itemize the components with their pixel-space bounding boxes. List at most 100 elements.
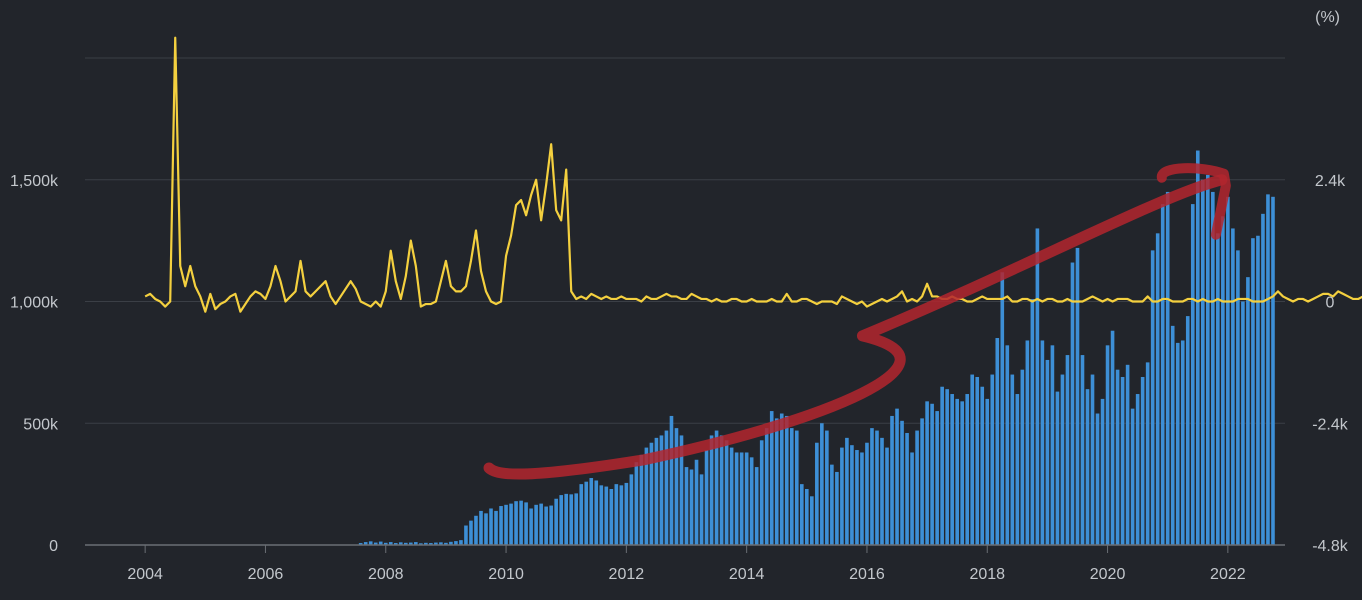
bar [1130,408,1135,545]
left-tick-label: 1,500k [10,173,59,190]
bar [368,541,373,545]
bar [820,423,824,545]
bar [985,398,990,545]
bar [599,485,604,545]
bar [464,525,468,545]
bar [940,386,944,545]
bar [439,542,443,545]
bar [1251,238,1255,545]
bar [960,401,964,545]
bar [799,484,804,546]
bar [1140,376,1145,545]
bar [534,504,538,545]
bar [920,418,924,545]
x-tick-label: 2014 [729,566,765,583]
bar [1090,374,1095,545]
bar [875,430,879,545]
bar [424,542,428,545]
x-tick-label: 2022 [1210,566,1246,583]
bar [1195,150,1200,545]
bar [895,408,899,545]
bar [1200,179,1205,545]
bar [594,480,599,545]
bar [409,542,413,545]
bar [1125,364,1130,545]
bar [398,542,403,545]
bar [905,432,909,545]
x-tick-label: 2020 [1090,566,1126,583]
bar [514,501,518,545]
bar [689,469,694,545]
bar [1185,316,1190,545]
bar [674,428,679,545]
bar [774,418,779,545]
bar [624,482,629,545]
trend-arrow-shaft [483,174,1228,480]
x-axis-labels: 2004 2006 2008 2010 2012 2014 2016 2018 2020 2022 [127,545,1246,583]
bar [419,543,423,545]
bar [1170,325,1175,545]
bar [880,437,884,545]
bar [474,515,478,545]
bar [704,450,709,545]
bar [524,502,528,545]
bar [789,428,794,545]
right-tick-label: -2.4k [1312,416,1349,433]
bar [404,542,408,545]
bar [719,435,724,545]
bar [764,428,769,545]
bar [840,447,844,545]
bar [810,496,814,545]
bar [835,471,839,545]
right-axis-labels: -4.8k -2.4k 0 2.4k [1312,173,1349,555]
bar [855,450,859,545]
x-tick-label: 2010 [488,566,524,583]
bar [975,376,980,545]
bar [1165,191,1170,545]
bar [739,452,744,545]
bar [1080,355,1085,545]
bar [684,467,689,545]
bar [1100,398,1105,545]
bar [1216,233,1220,545]
bar [609,489,614,545]
bar [900,420,904,545]
bar [1246,277,1250,545]
bar [388,542,393,545]
bar-series [358,150,1275,546]
bar [484,513,488,545]
bar [990,374,995,545]
bar [539,503,543,545]
bar [1050,345,1055,545]
x-tick-label: 2012 [609,566,645,583]
bar [519,500,523,545]
bar [629,474,634,545]
bar [634,462,639,545]
bar [714,430,719,545]
bar [434,542,438,545]
left-tick-label: 1,000k [10,295,59,312]
bar [554,498,558,545]
bar [499,506,503,545]
bar [1160,204,1165,545]
bar [1135,394,1140,545]
bar [1231,228,1235,545]
right-axis-unit: (%) [1315,9,1340,26]
bar [1256,235,1260,545]
bar [378,541,383,545]
x-tick-label: 2004 [127,566,163,583]
bar [1175,342,1180,545]
trend-arrow-head [1156,163,1231,240]
bar [955,398,959,545]
bar [729,447,734,545]
bar [574,493,579,545]
bar [1095,413,1100,545]
bar [1145,362,1150,546]
bar [1035,228,1040,545]
x-tick-label: 2008 [368,566,404,583]
bar [1105,345,1110,545]
bar [358,543,363,545]
bar [870,428,874,545]
bar [589,478,594,545]
bar [724,440,729,545]
